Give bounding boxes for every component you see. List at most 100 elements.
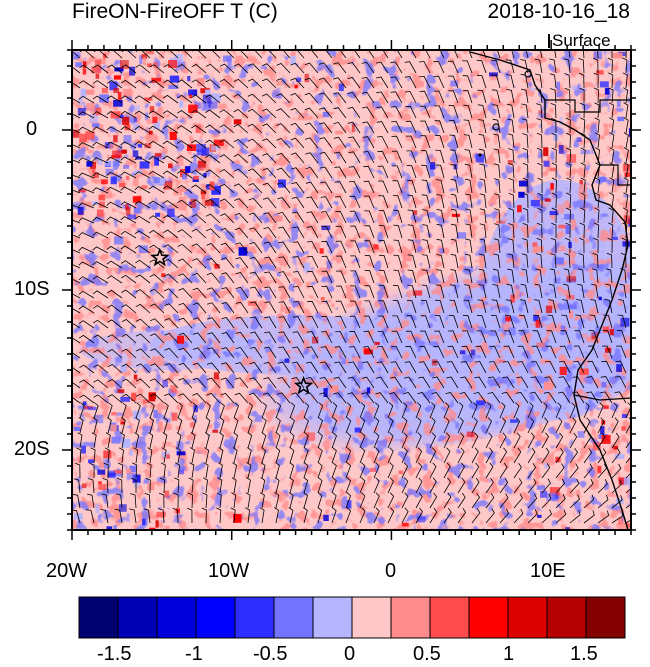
anomaly-patch [304,73,309,83]
wind-barb [191,79,207,89]
wind-barb [149,402,155,419]
anomaly-patch [98,201,105,208]
wind-barb [420,120,431,134]
wind-barb [262,392,277,404]
wind-barb [362,346,375,359]
wind-barb [392,195,403,209]
wind-barb [120,95,137,104]
anomaly-patch [113,135,118,143]
anomaly-patch [398,470,404,475]
anomaly-patch [133,123,140,131]
wind-barb [393,239,403,254]
wind-barb [479,208,487,224]
wind-barb [580,192,586,209]
wind-barb [450,164,459,179]
wind-barb [177,79,193,89]
wind-barb [555,402,562,419]
wind-barb [541,447,550,464]
wind-barb [248,212,263,224]
wind-barb [275,447,281,464]
wind-barb [479,163,487,179]
wind-barb [177,199,193,209]
wind-barb [559,360,571,374]
wind-barb [361,392,375,404]
wind-barb [305,152,319,164]
wind-barb [401,417,408,434]
wind-barb [578,253,585,269]
wind-barb [597,479,608,494]
wind-barb [290,392,305,404]
wind-barb [425,50,431,59]
wind-barb [361,91,375,104]
wind-barb [276,167,291,179]
wind-barb [219,154,235,164]
wind-barb [565,207,571,224]
wind-barb [274,492,280,509]
wind-barb [249,331,263,344]
wind-barb [205,63,221,74]
anomaly-patch [117,114,124,119]
wind-barb [149,303,165,314]
wind-barb [608,222,614,239]
wind-barb [464,149,473,164]
wind-barb [601,360,613,374]
wind-barb [411,50,417,59]
wind-barb [319,137,333,149]
wind-barb [134,186,151,194]
wind-barb [566,177,572,194]
wind-barb [532,330,543,344]
wind-barb [450,269,459,284]
wind-barb [72,50,81,59]
wind-barb [499,508,510,524]
anomaly-patch [609,228,613,237]
wind-barb [303,402,310,419]
wind-barb [92,290,109,299]
anomaly-patch [152,117,158,124]
anomaly-patch [579,368,589,376]
wind-barb [390,61,403,74]
wind-barb [529,391,543,404]
anomaly-patch [161,273,166,278]
wind-barb [494,208,501,224]
wind-barb [436,238,445,254]
wind-barb [107,304,123,314]
anomaly-patch [213,139,224,147]
wind-barb [178,317,193,329]
wind-barb [134,245,151,254]
wind-barb [519,299,529,314]
wind-barb [555,478,566,494]
wind-barb [364,210,375,224]
wind-barb [72,234,81,239]
wind-barb [457,447,465,464]
wind-barb [569,463,579,479]
anomaly-patch [233,119,242,125]
anomaly-patch [597,465,602,474]
wind-barb [90,447,96,464]
anomaly-patch [139,55,143,64]
anomaly-patch [446,424,451,432]
anomaly-patch [153,177,160,183]
anomaly-patch [508,327,516,336]
anomaly-patch [114,67,124,72]
wind-barb [263,226,277,239]
wind-barb [471,417,478,434]
anomaly-patch [612,52,623,59]
wind-barb [418,376,431,389]
wind-barb [134,95,151,104]
wind-barb [471,492,480,509]
wind-barb [72,66,81,74]
anomaly-patch [459,350,466,355]
wind-barb [623,87,629,104]
wind-barb [79,64,95,74]
wind-barb [177,258,193,269]
anomaly-patch [354,427,361,433]
wind-barb [522,223,529,239]
wind-barb [121,402,127,419]
wind-barb [608,87,614,104]
wind-barb [191,63,207,74]
wind-barb [135,393,151,404]
wind-barb [220,242,235,254]
anomaly-patch [517,205,522,213]
wind-barb [490,330,501,344]
wind-barb [478,148,487,164]
